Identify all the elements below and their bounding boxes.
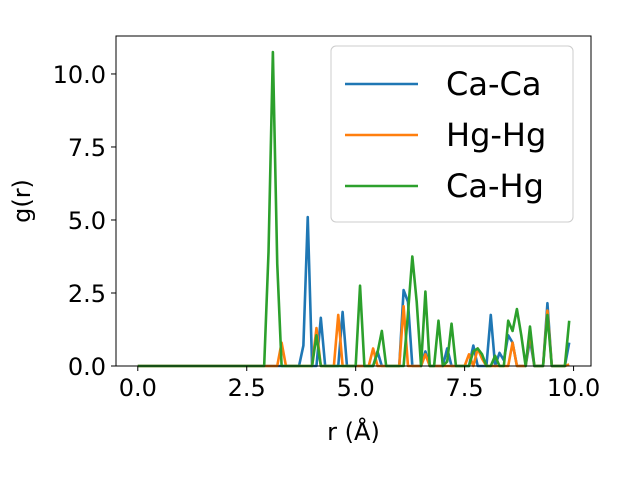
legend-label-ca-hg: Ca-Hg [446, 167, 544, 205]
axes-frame [115, 35, 592, 367]
x-axis-label: r (Å) [327, 417, 380, 446]
x-tick-label: 2.5 [228, 374, 266, 402]
y-axis-label: g(r) [8, 179, 36, 223]
y-tick-label: 0.0 [68, 353, 106, 381]
y-tick-label: 5.0 [68, 207, 106, 235]
x-axis-ticks: 0.0 2.5 5.0 7.5 10.0 [119, 366, 600, 402]
legend-box [330, 45, 574, 223]
y-tick-label: 10.0 [53, 61, 106, 89]
x-tick-label: 7.5 [446, 374, 484, 402]
y-tick-label: 7.5 [68, 134, 106, 162]
series-line-ca-ca [137, 215, 571, 368]
legend-label-hg-hg: Hg-Hg [446, 116, 546, 154]
x-tick-label: 5.0 [337, 374, 375, 402]
x-tick-label: 10.0 [547, 374, 600, 402]
legend-label-ca-ca: Ca-Ca [446, 65, 541, 103]
x-tick-label: 0.0 [119, 374, 157, 402]
y-tick-label: 2.5 [68, 280, 106, 308]
y-axis-ticks: 0.0 2.5 5.0 7.5 10.0 [53, 61, 116, 381]
legend: Ca-Ca Hg-Hg Ca-Hg [330, 45, 574, 223]
